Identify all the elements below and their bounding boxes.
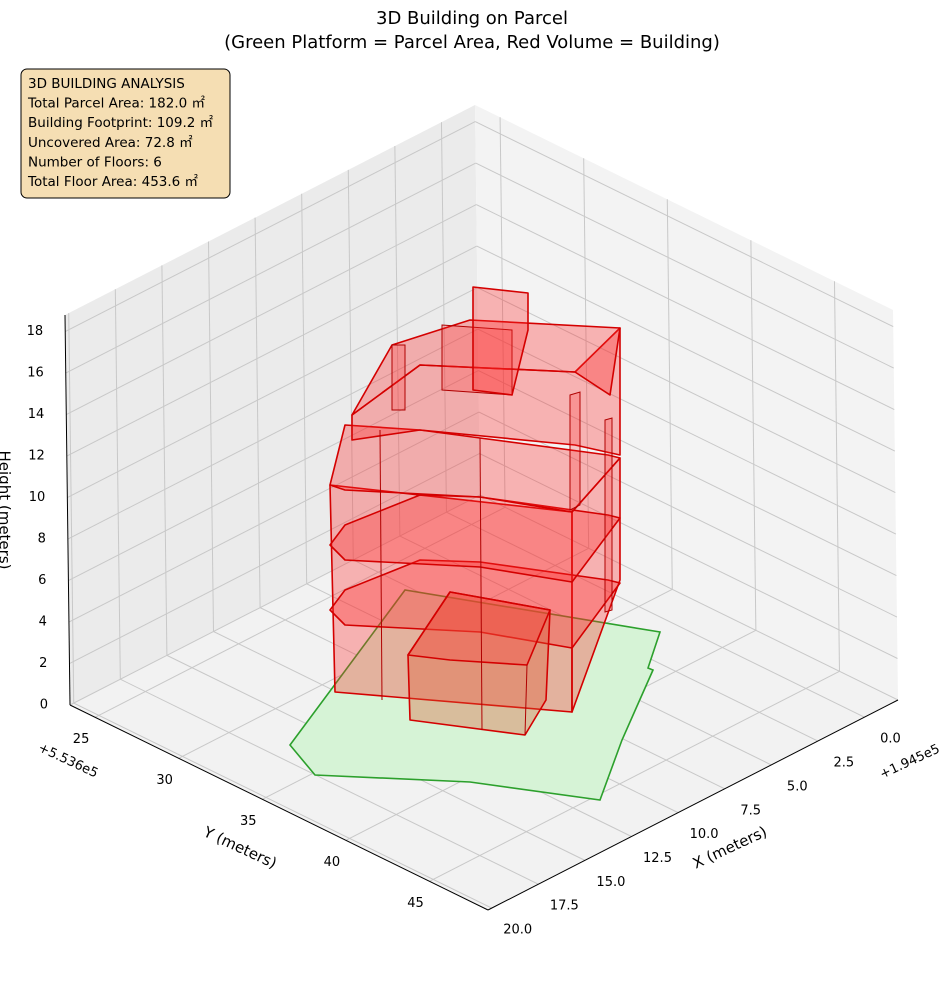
grid-line xyxy=(68,313,75,704)
z-tick-label: 16 xyxy=(27,366,44,381)
parcel xyxy=(288,589,662,801)
grid-line xyxy=(394,146,401,537)
x-tick-label: 12.5 xyxy=(643,851,672,866)
y-offset: +5.536e5 xyxy=(36,741,101,782)
pane-right xyxy=(475,105,898,700)
grid-line xyxy=(120,678,539,885)
grid-line xyxy=(161,265,168,656)
building-edge xyxy=(479,437,483,731)
z-tick-label: 12 xyxy=(28,449,45,464)
grid-line xyxy=(833,281,840,672)
info-line: Building Footprint: 109.2 ㎡ xyxy=(28,115,214,131)
grid-line xyxy=(429,670,840,882)
grid-line xyxy=(64,121,476,333)
info-line: 3D BUILDING ANALYSIS xyxy=(28,76,185,92)
x-tick-label: 17.5 xyxy=(550,899,579,914)
y-tick-label: 30 xyxy=(156,773,173,788)
grid-line xyxy=(475,162,894,369)
y-tick-label: 35 xyxy=(240,814,257,829)
axis-line xyxy=(69,704,489,911)
building-slab xyxy=(329,559,621,649)
x-tick-label: 15.0 xyxy=(596,875,625,890)
info-box: 3D BUILDING ANALYSIS Total Parcel Area: 1… xyxy=(20,68,231,199)
info-line: Number of Floors: 6 xyxy=(28,154,162,170)
grid-line xyxy=(499,117,506,508)
z-tick-label: 8 xyxy=(38,532,46,547)
grid-line xyxy=(440,122,447,513)
grid-line xyxy=(66,245,478,457)
grid-line xyxy=(66,204,477,416)
x-tick-label: 0.0 xyxy=(880,732,901,747)
building-edge xyxy=(379,429,383,701)
y-axis-label: Y (meters) xyxy=(200,822,280,872)
z-axis-label: Height (meters) xyxy=(0,451,14,570)
grid-line xyxy=(446,511,865,718)
z-tick-label: 2 xyxy=(39,656,47,671)
building-face xyxy=(604,417,613,613)
grid-line xyxy=(301,193,308,584)
z-tick-label: 18 xyxy=(27,324,44,339)
grid-line xyxy=(208,241,214,632)
y-tick-label: 40 xyxy=(324,855,341,870)
x-tick-label: 20.0 xyxy=(503,923,532,938)
x-tick-label: 7.5 xyxy=(740,803,761,818)
grid-line xyxy=(65,162,476,374)
x-tick-label: 2.5 xyxy=(834,756,855,771)
building-face xyxy=(569,391,581,511)
z-tick-label: 6 xyxy=(38,573,46,588)
grid-line xyxy=(478,370,897,576)
grid-line xyxy=(477,287,896,494)
grid-line xyxy=(479,494,899,701)
z-tick-label: 0 xyxy=(40,698,48,713)
grid xyxy=(64,117,899,911)
grid-line xyxy=(68,411,480,623)
x-offset: +1.945e5 xyxy=(878,742,943,783)
axis-line xyxy=(487,699,899,911)
grid-line xyxy=(476,245,896,452)
y-tick-label: 25 xyxy=(73,732,90,747)
building-face xyxy=(391,344,406,411)
grid-line xyxy=(474,121,894,328)
grid-line xyxy=(69,453,480,664)
x-tick-label: 10.0 xyxy=(690,827,719,842)
z-tick-label: 4 xyxy=(39,615,47,630)
grid-line xyxy=(68,370,479,581)
scene xyxy=(288,286,662,801)
building-slab xyxy=(351,319,621,416)
z-tick-label: 14 xyxy=(28,407,45,422)
grid-line xyxy=(67,287,478,498)
chart-subtitle: (Green Platform = Parcel Area, Red Volum… xyxy=(224,32,720,53)
chart-title: 3D Building on Parcel xyxy=(376,8,568,29)
info-line: Total Floor Area: 453.6 ㎡ xyxy=(27,174,199,190)
grid-line xyxy=(666,199,673,590)
axis-line xyxy=(64,314,71,706)
info-box-bg xyxy=(20,68,231,199)
grid-line xyxy=(583,158,590,549)
grid-line xyxy=(94,506,506,718)
grid-line xyxy=(477,328,897,535)
grid-line xyxy=(254,217,261,608)
building-annex-top xyxy=(407,591,551,666)
grid-line xyxy=(69,494,481,706)
grid-line xyxy=(73,702,492,909)
info-line: Total Parcel Area: 182.0 ㎡ xyxy=(27,96,205,112)
pane-left xyxy=(65,105,480,705)
grid-line xyxy=(479,453,898,659)
info-line: Uncovered Area: 72.8 ㎡ xyxy=(28,135,193,151)
x-tick-label: 5.0 xyxy=(787,779,808,794)
building-slab xyxy=(329,424,621,513)
grid-line xyxy=(114,289,121,680)
z-tick-label: 10 xyxy=(29,490,46,505)
grid-line xyxy=(67,328,479,540)
grid-line xyxy=(347,169,354,560)
building-edge xyxy=(524,664,528,736)
building-slab xyxy=(329,494,621,583)
grid-line xyxy=(750,240,757,631)
grid-line xyxy=(476,204,895,411)
grid-line xyxy=(478,411,898,618)
y-tick-label: 45 xyxy=(407,896,424,911)
building-tower xyxy=(472,286,529,396)
